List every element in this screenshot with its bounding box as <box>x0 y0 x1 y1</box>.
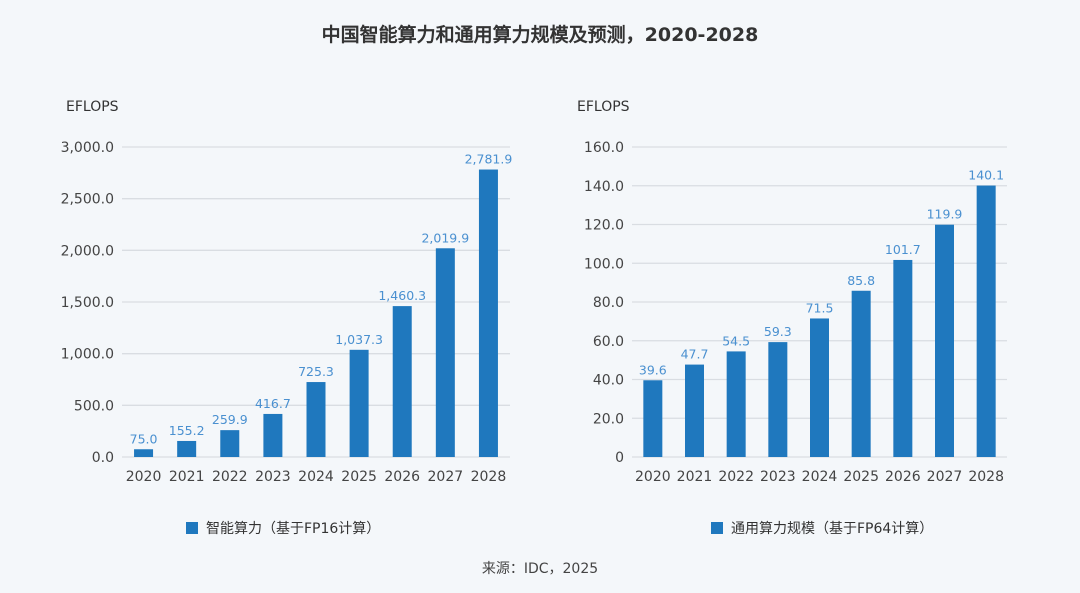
y-tick-label: 120.0 <box>584 218 624 234</box>
y-tick-label: 0 <box>615 450 624 466</box>
y-tick-label: 3,000.0 <box>61 140 114 156</box>
x-tick-label: 2026 <box>384 469 420 485</box>
bar-2022 <box>220 430 240 457</box>
x-tick-label: 2024 <box>298 469 334 485</box>
legend-swatch <box>711 522 723 534</box>
bar-2026 <box>893 259 913 457</box>
x-tick-label: 2024 <box>802 469 838 485</box>
y-tick-label: 2,500.0 <box>61 192 114 208</box>
bar-2021 <box>685 364 704 457</box>
right-y-axis-unit: EFLOPS <box>577 99 630 115</box>
bar-2020 <box>134 449 154 457</box>
x-tick-label: 2020 <box>635 469 671 485</box>
y-tick-label: 60.0 <box>593 334 624 350</box>
right-legend-label: 通用算力规模（基于FP64计算） <box>731 521 934 537</box>
data-label: 259.9 <box>212 412 248 427</box>
bar-2024 <box>306 382 326 457</box>
data-label: 416.7 <box>255 396 291 411</box>
y-tick-label: 1,500.0 <box>61 295 114 311</box>
y-tick-label: 500.0 <box>74 398 114 414</box>
data-label: 54.5 <box>722 333 750 348</box>
data-label: 85.8 <box>847 273 875 288</box>
x-tick-label: 2027 <box>927 469 963 485</box>
data-label: 2,781.9 <box>465 152 513 167</box>
data-label: 59.3 <box>764 324 792 339</box>
right-bar-chart: 0 20.0 40.0 60.0 80.0 100.0 120.0 140.0 160.0 39.… <box>584 140 1007 485</box>
bar-2025 <box>851 290 871 457</box>
data-label: 155.2 <box>169 423 205 438</box>
y-tick-label: 2,000.0 <box>61 243 114 259</box>
left-bar-chart: 0.0 500.0 1,000.0 1,500.0 2,000.0 2,500.0 3,00… <box>61 140 513 485</box>
bar-2028 <box>976 185 996 457</box>
bar-2023 <box>263 413 283 457</box>
source-note: 来源：IDC，2025 <box>481 561 599 577</box>
bar-2025 <box>349 349 369 457</box>
y-tick-label: 100.0 <box>584 256 624 272</box>
data-label: 2,019.9 <box>421 230 469 245</box>
data-label: 1,460.3 <box>378 288 426 303</box>
x-tick-label: 2026 <box>885 469 921 485</box>
x-tick-label: 2021 <box>169 469 205 485</box>
data-label: 75.0 <box>130 431 158 446</box>
bar-2026 <box>392 306 412 457</box>
legend-swatch <box>186 522 198 534</box>
bar-2022 <box>726 351 746 457</box>
x-tick-label: 2022 <box>212 469 248 485</box>
bar-2028 <box>478 169 498 458</box>
y-tick-label: 40.0 <box>593 373 624 389</box>
y-tick-label: 20.0 <box>593 411 624 427</box>
data-label: 140.1 <box>968 168 1004 183</box>
x-tick-label: 2028 <box>471 469 507 485</box>
bar-2027 <box>435 248 455 457</box>
data-label: 71.5 <box>806 300 834 315</box>
right-legend: 通用算力规模（基于FP64计算） <box>711 518 933 538</box>
y-tick-label: 1,000.0 <box>61 347 114 363</box>
bar-2027 <box>935 224 954 457</box>
bar-2021 <box>177 440 197 457</box>
y-tick-label: 0.0 <box>92 450 114 466</box>
data-label: 119.9 <box>927 207 963 222</box>
x-tick-label: 2025 <box>843 469 879 485</box>
x-tick-label: 2028 <box>968 469 1004 485</box>
x-tick-label: 2025 <box>341 469 377 485</box>
data-label: 39.6 <box>639 362 667 377</box>
x-tick-label: 2023 <box>760 469 796 485</box>
bar-2020 <box>643 380 663 457</box>
left-y-axis-unit: EFLOPS <box>66 99 119 115</box>
data-label: 1,037.3 <box>335 332 383 347</box>
x-tick-label: 2020 <box>126 469 162 485</box>
bar-2024 <box>810 318 829 457</box>
left-legend-label: 智能算力（基于FP16计算） <box>206 521 381 537</box>
x-tick-label: 2023 <box>255 469 291 485</box>
y-tick-label: 160.0 <box>584 140 624 156</box>
data-label: 47.7 <box>681 347 709 362</box>
data-label: 101.7 <box>885 242 921 257</box>
x-tick-label: 2027 <box>428 469 464 485</box>
y-tick-label: 80.0 <box>593 295 624 311</box>
y-tick-label: 140.0 <box>584 179 624 195</box>
x-tick-label: 2022 <box>718 469 754 485</box>
x-tick-label: 2021 <box>677 469 713 485</box>
bar-2023 <box>768 342 788 457</box>
left-legend: 智能算力（基于FP16计算） <box>186 518 380 538</box>
data-label: 725.3 <box>298 364 334 379</box>
figure-title: 中国智能算力和通用算力规模及预测，2020-2028 <box>321 24 759 46</box>
